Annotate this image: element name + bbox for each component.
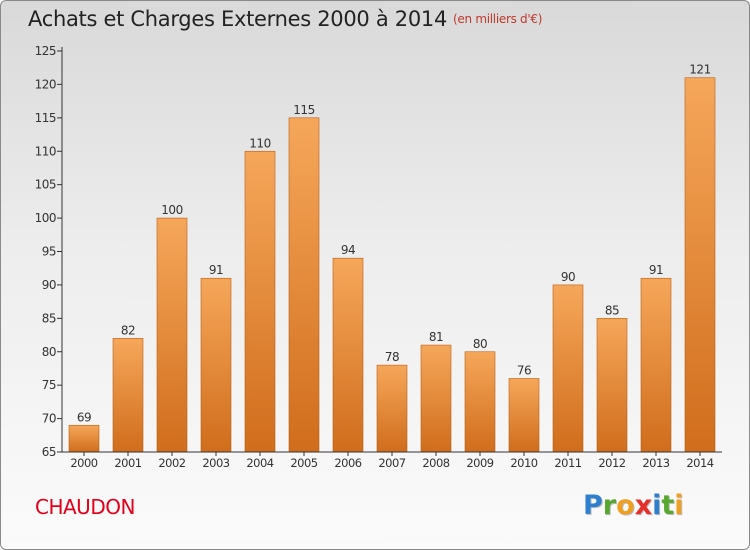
- bar-2008: [420, 344, 452, 453]
- y-tick-label: 125: [35, 44, 56, 58]
- y-tick-label: 65: [42, 445, 56, 459]
- logo-letter: o: [616, 490, 635, 521]
- x-tick-label: 2014: [686, 456, 713, 470]
- proxiti-logo: Proxiti: [583, 490, 684, 521]
- bar-value-label: 80: [473, 337, 487, 351]
- y-tick-label: 120: [35, 77, 56, 91]
- bar-2006: [332, 257, 364, 453]
- x-tick-label: 2010: [510, 456, 537, 470]
- bar-2004: [244, 150, 276, 453]
- x-tick-label: 2012: [598, 456, 625, 470]
- bar-2000: [68, 424, 100, 453]
- chart-subtitle: (en milliers d'€): [453, 12, 543, 26]
- bar-value-label: 121: [689, 63, 710, 77]
- x-tick-label: 2011: [554, 456, 581, 470]
- chart-title: Achats et Charges Externes 2000 à 2014 (e…: [28, 7, 542, 31]
- logo-letter: r: [602, 490, 617, 521]
- bar-value-label: 78: [385, 350, 399, 364]
- bar-2009: [464, 351, 496, 453]
- x-tick-label: 2013: [642, 456, 669, 470]
- bar-2001: [112, 338, 144, 453]
- y-tick-label: 75: [42, 378, 56, 392]
- y-tick-label: 80: [42, 345, 56, 359]
- bar-2010: [508, 378, 540, 453]
- x-tick-label: 2000: [70, 456, 97, 470]
- bar-2014: [684, 77, 716, 453]
- x-axis: 2000 2001 2002 2003 2004 2005 2006 2007 2008 2009…: [62, 451, 722, 470]
- x-tick-label: 2009: [466, 456, 493, 470]
- bar-2013: [640, 277, 672, 453]
- bar-value-label: 115: [293, 103, 314, 117]
- y-tick-label: 70: [42, 412, 56, 426]
- bar-value-label: 69: [77, 410, 91, 424]
- bar-2003: [200, 277, 232, 453]
- y-tick-label: 100: [35, 211, 56, 225]
- bar-value-label: 94: [341, 243, 355, 257]
- x-tick-label: 2001: [114, 456, 141, 470]
- bar-value-label: 85: [605, 303, 619, 317]
- y-tick-label: 115: [35, 111, 56, 125]
- bars: 69 82 100 91 110 115 94 78 81 80 76 90 85 91 121: [68, 63, 716, 453]
- logo-letter: P: [583, 490, 603, 521]
- bar-2011: [552, 284, 584, 453]
- bar-value-label: 91: [209, 263, 223, 277]
- bar-value-label: 91: [649, 263, 663, 277]
- y-tick-label: 105: [35, 178, 56, 192]
- bar-2012: [596, 318, 628, 453]
- logo-letter: x: [634, 490, 653, 521]
- logo-letter: t: [661, 490, 675, 521]
- x-tick-label: 2002: [158, 456, 185, 470]
- bar-2002: [156, 217, 188, 453]
- y-tick-label: 85: [42, 311, 56, 325]
- bar-value-label: 82: [121, 323, 135, 337]
- bar-value-label: 100: [161, 203, 182, 217]
- bar-value-label: 76: [517, 363, 531, 377]
- bar-value-label: 110: [249, 136, 270, 150]
- logo-letter: i: [652, 490, 662, 521]
- bar-value-label: 90: [561, 270, 575, 284]
- commune-name: CHAUDON: [35, 495, 135, 519]
- x-tick-label: 2003: [202, 456, 229, 470]
- bar-value-label: 81: [429, 330, 443, 344]
- x-tick-label: 2008: [422, 456, 449, 470]
- x-tick-label: 2007: [378, 456, 405, 470]
- y-tick-label: 95: [42, 245, 56, 259]
- x-tick-label: 2004: [246, 456, 273, 470]
- bar-2005: [288, 117, 320, 453]
- chart-title-text: Achats et Charges Externes 2000 à 2014: [28, 7, 448, 31]
- bar-2007: [376, 364, 408, 453]
- y-axis: 65 70 75 80 85 90 95 100 105 110 115 120 125: [35, 44, 63, 459]
- x-tick-label: 2005: [290, 456, 317, 470]
- x-tick-label: 2006: [334, 456, 361, 470]
- y-tick-label: 110: [35, 144, 56, 158]
- y-tick-label: 90: [42, 278, 56, 292]
- logo-letter: i: [674, 490, 684, 521]
